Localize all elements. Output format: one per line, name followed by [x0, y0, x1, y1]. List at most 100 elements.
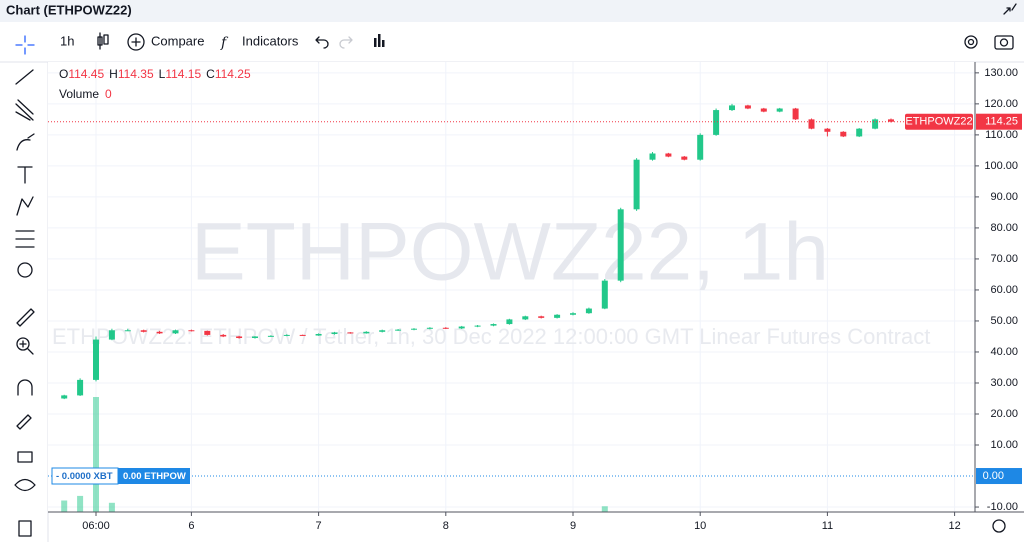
watermark-description: ETHPOWZ22: ETHPOW / Tether, 1h, 30 Dec 2…	[52, 324, 930, 349]
axes: 130.00120.00110.00100.0090.0080.0070.006…	[82, 67, 1022, 532]
candle-body	[506, 319, 513, 325]
x-tick-label: 06:00	[82, 520, 110, 532]
emoji-tool[interactable]	[17, 262, 33, 278]
indicators-icon[interactable]: f	[220, 35, 229, 51]
volume-bar	[61, 500, 68, 512]
compare-icon[interactable]	[127, 33, 145, 51]
trendline-tool[interactable]	[15, 69, 34, 85]
x-tick-label: 11	[822, 520, 833, 532]
y-tick-label: 60.00	[990, 284, 1018, 296]
candle-body	[93, 339, 99, 380]
volume-legend: Volume 0	[59, 87, 112, 101]
undo-icon[interactable]	[315, 36, 329, 49]
candle-body	[267, 335, 274, 337]
candle-body	[140, 330, 147, 332]
text-tool[interactable]	[17, 166, 33, 184]
position-tag-label: 0.00	[983, 470, 1004, 482]
candle-body	[601, 280, 608, 309]
zoom-tool[interactable]	[16, 337, 30, 351]
y-tick-label: 40.00	[990, 346, 1018, 358]
legend-value: 114.15	[165, 67, 201, 81]
y-tick-label: 50.00	[990, 315, 1018, 327]
y-tick-label: 30.00	[990, 377, 1018, 389]
ruler-tool[interactable]	[16, 308, 35, 327]
legend-label: C	[206, 67, 215, 81]
x-tick-label: 7	[316, 520, 322, 532]
settings-icon[interactable]	[964, 35, 978, 49]
lock-drawing-tool[interactable]	[16, 414, 32, 430]
y-tick-label: 20.00	[990, 408, 1018, 420]
position-amount-box[interactable]	[118, 468, 190, 484]
candle-body	[315, 333, 322, 336]
legend-value: 114.35	[118, 67, 154, 81]
prediction-tool[interactable]	[15, 230, 35, 248]
legend-value: 114.45	[68, 67, 104, 81]
position-tag	[976, 468, 1022, 485]
legend-label: L	[159, 67, 166, 81]
candle-body	[697, 134, 704, 160]
ohlc-legend: O114.45 H114.35 L114.15 C114.25	[59, 67, 251, 81]
hide-tool[interactable]	[14, 478, 36, 492]
lock-tool[interactable]	[17, 451, 33, 463]
indicators-button[interactable]: Indicators	[242, 33, 299, 48]
candle-body	[538, 316, 545, 318]
brush-tool[interactable]	[16, 133, 35, 151]
candle-body	[633, 159, 640, 210]
candle-body	[379, 330, 386, 332]
candle-body	[124, 330, 131, 332]
screenshot-icon[interactable]	[994, 35, 1014, 50]
candle-body	[649, 153, 656, 160]
zoom-plus	[19, 340, 34, 355]
candle-body	[188, 330, 195, 332]
pattern-tool[interactable]	[16, 196, 34, 216]
fib-tool[interactable]	[15, 99, 34, 121]
drawing-toolbar	[14, 35, 36, 537]
expand-icon[interactable]	[1003, 3, 1017, 15]
candle-body	[490, 324, 497, 326]
y-tick-label: 110.00	[985, 129, 1018, 141]
candle-body	[617, 209, 624, 281]
last-price-label: 114.25	[985, 116, 1018, 128]
volume-bar	[601, 506, 608, 512]
title-bar	[0, 0, 1024, 22]
candle-body	[283, 334, 290, 336]
candle-body	[872, 119, 879, 129]
x-tick-label: 6	[188, 520, 194, 532]
candle-body	[299, 334, 306, 336]
series	[48, 103, 975, 512]
delete-tool[interactable]	[18, 520, 32, 537]
candle-body	[888, 119, 894, 122]
candle-body	[808, 119, 815, 129]
y-tick-label: 120.00	[984, 98, 1018, 110]
interval-button[interactable]: 1h	[60, 33, 74, 48]
candle-type-icon[interactable]	[97, 32, 109, 50]
x-tick-label: 8	[443, 520, 449, 532]
y-tick-label: -10.00	[987, 501, 1018, 513]
axis-settings-icon[interactable]	[992, 519, 1006, 533]
candle-body	[554, 314, 561, 318]
symbol-tag	[905, 113, 973, 130]
candle-body	[442, 327, 449, 329]
bars-icon[interactable]	[374, 34, 385, 47]
settings-icon-core	[967, 38, 975, 46]
compare-plus	[131, 37, 141, 47]
candle-body	[426, 327, 433, 329]
candle-body	[220, 334, 227, 337]
position-quantity: - 0.0000 XBT	[56, 471, 113, 482]
legend-label: Volume	[59, 87, 99, 101]
candle-body	[856, 128, 863, 137]
candle-body	[792, 108, 799, 120]
crosshair-tool[interactable]	[15, 35, 35, 55]
redo-icon[interactable]	[339, 36, 353, 49]
candle-body	[61, 395, 68, 399]
window-title: Chart (ETHPOWZ22)	[6, 2, 132, 17]
candle-body	[570, 313, 576, 315]
y-tick-label: 90.00	[990, 191, 1018, 203]
volume-bar	[77, 495, 84, 512]
candle-body	[840, 131, 847, 137]
candle-body	[331, 332, 338, 334]
x-tick-label: 12	[948, 520, 960, 532]
magnet-tool[interactable]	[17, 379, 33, 396]
compare-button[interactable]: Compare	[151, 33, 204, 48]
